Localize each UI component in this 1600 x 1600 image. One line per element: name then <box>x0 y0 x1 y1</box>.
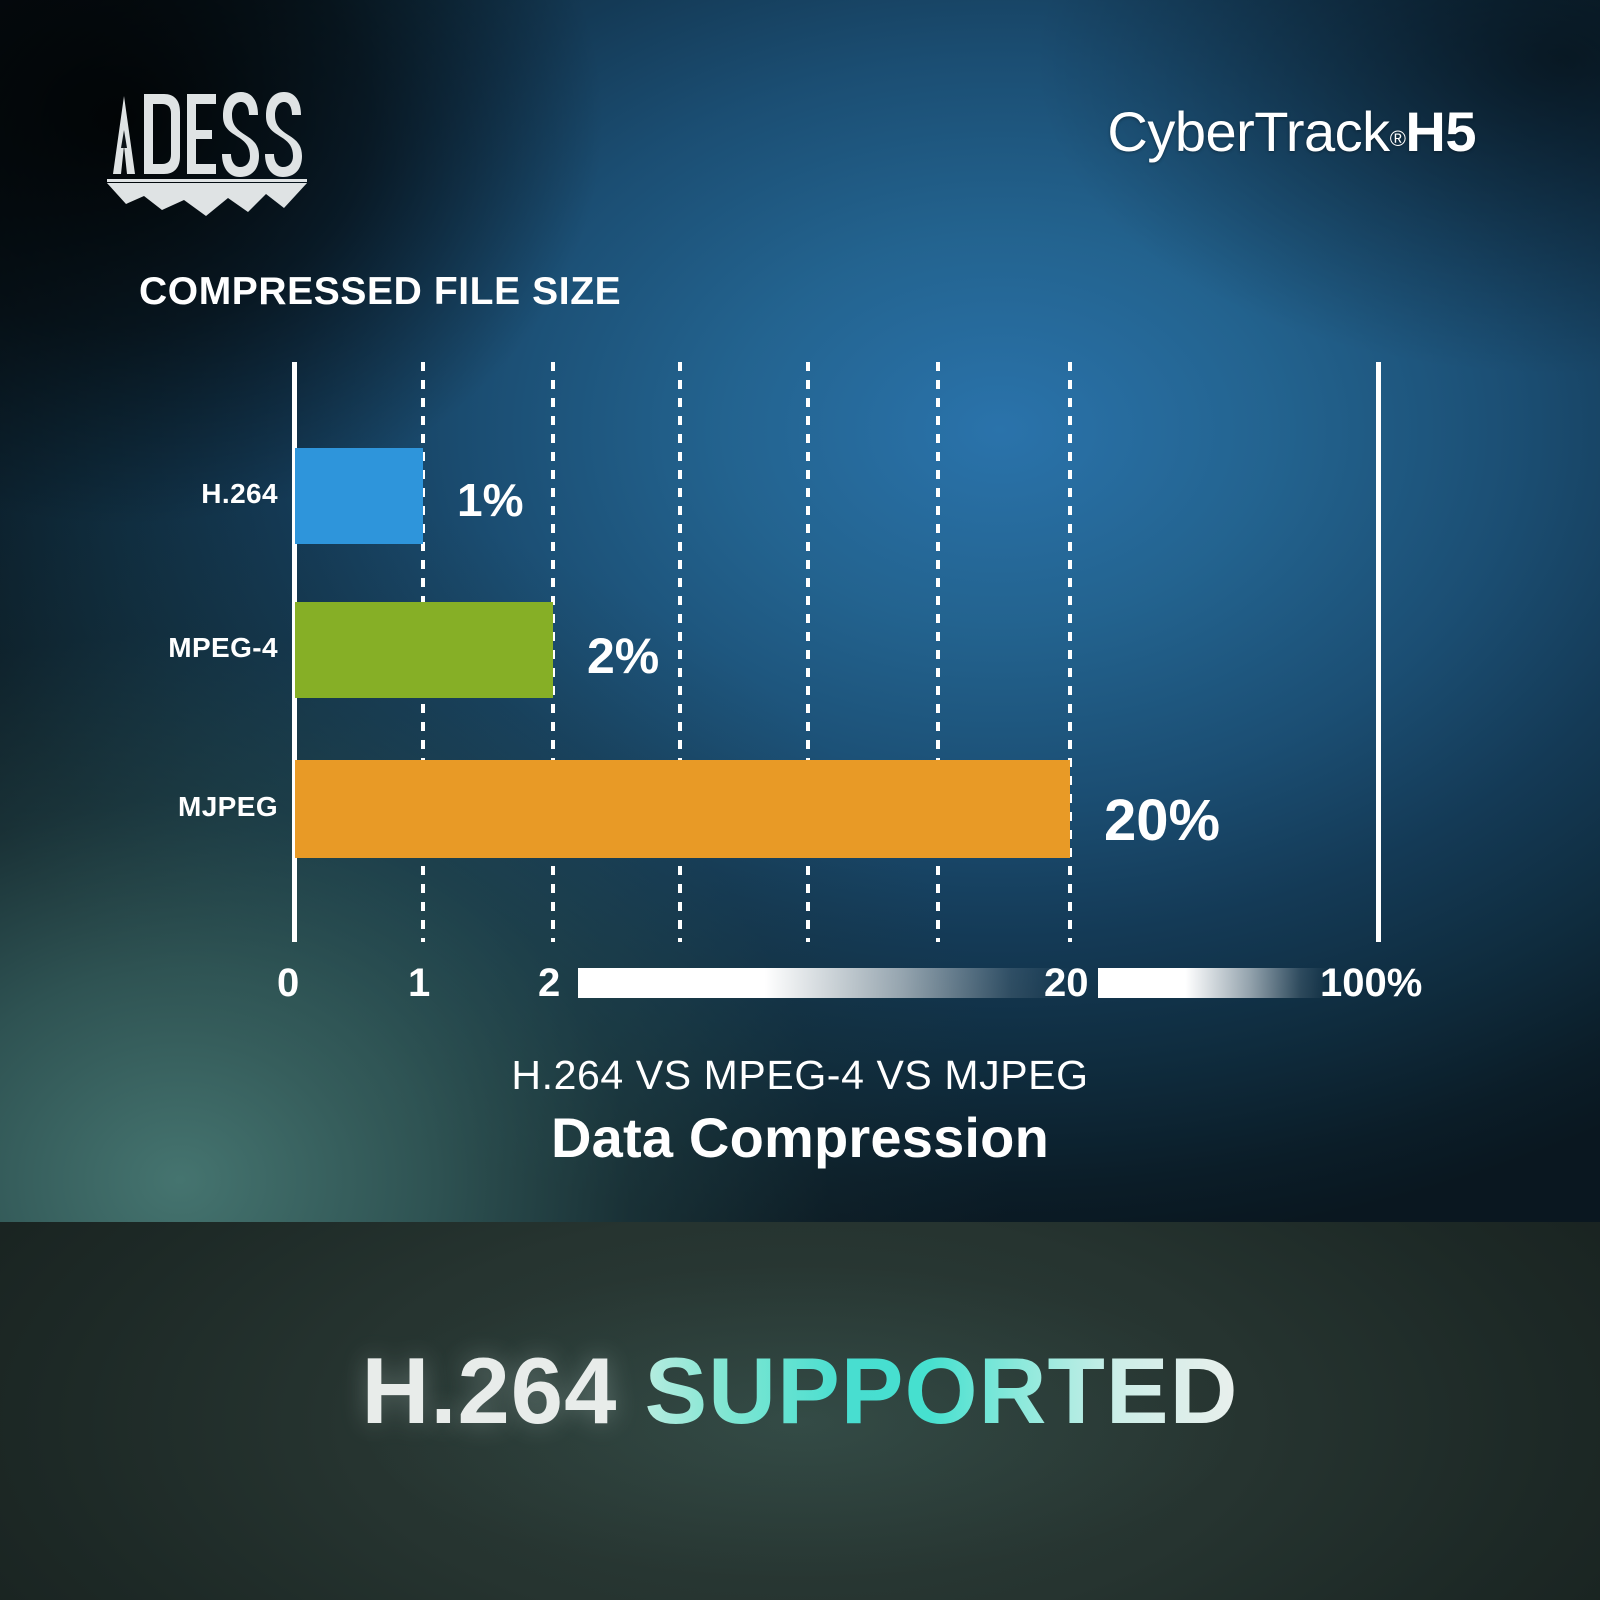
banner-headline-codec: H.264 <box>361 1338 645 1443</box>
product-wordmark: CyberTrack®H5 <box>1107 99 1476 164</box>
category-label-mjpeg: MJPEG <box>177 791 278 822</box>
bar-value-mpeg-4: 2% <box>587 628 660 684</box>
banner-headline: H.264 SUPPORTED <box>0 1337 1600 1445</box>
axis-tick-2: 2 <box>538 961 561 1005</box>
gridline <box>678 362 682 942</box>
gridline <box>806 362 810 942</box>
bar-mpeg-4 <box>295 602 553 698</box>
page-title: COMPRESSED FILE SIZE <box>139 270 622 313</box>
lower-banner <box>0 1222 1600 1600</box>
upper-panel: CyberTrack®H5 COMPRESSED FILE SIZE H.264… <box>0 0 1600 1222</box>
gridline <box>936 362 940 942</box>
background-vignette <box>0 0 1600 1222</box>
bar-value-mjpeg: 20% <box>1104 788 1221 853</box>
axis-break-gradient-2-to-20 <box>578 968 1070 998</box>
category-label-mpeg-4: MPEG-4 <box>168 632 278 663</box>
banner-background <box>0 1222 1600 1600</box>
bar-h-264 <box>295 448 423 544</box>
adesso-logo <box>107 92 307 216</box>
category-label-h-264: H.264 <box>201 478 278 509</box>
caption-line-1: H.264 VS MPEG-4 VS MJPEG <box>511 1052 1089 1098</box>
bar-mjpeg <box>295 760 1070 858</box>
axis-tick-100: 100% <box>1320 961 1423 1005</box>
gridline <box>1068 362 1072 942</box>
banner-headline-status: SUPPORTED <box>644 1338 1239 1443</box>
y-axis-line <box>292 362 297 942</box>
right-axis-line <box>1376 362 1381 942</box>
chart-caption: H.264 VS MPEG-4 VS MJPEG Data Compressio… <box>0 1052 1600 1170</box>
axis-tick-0: 0 <box>277 961 300 1005</box>
product-name-light: CyberTrack <box>1107 100 1390 163</box>
axis-tick-1: 1 <box>408 961 431 1005</box>
gridline <box>551 362 555 942</box>
axis-break-gradient-20-to-100 <box>1098 968 1328 998</box>
bar-value-h-264: 1% <box>457 474 524 526</box>
caption-line-2: Data Compression <box>551 1106 1049 1169</box>
registered-trademark-icon: ® <box>1389 126 1406 152</box>
banner-glow <box>0 1222 1600 1600</box>
product-model-bold: H5 <box>1405 100 1476 163</box>
